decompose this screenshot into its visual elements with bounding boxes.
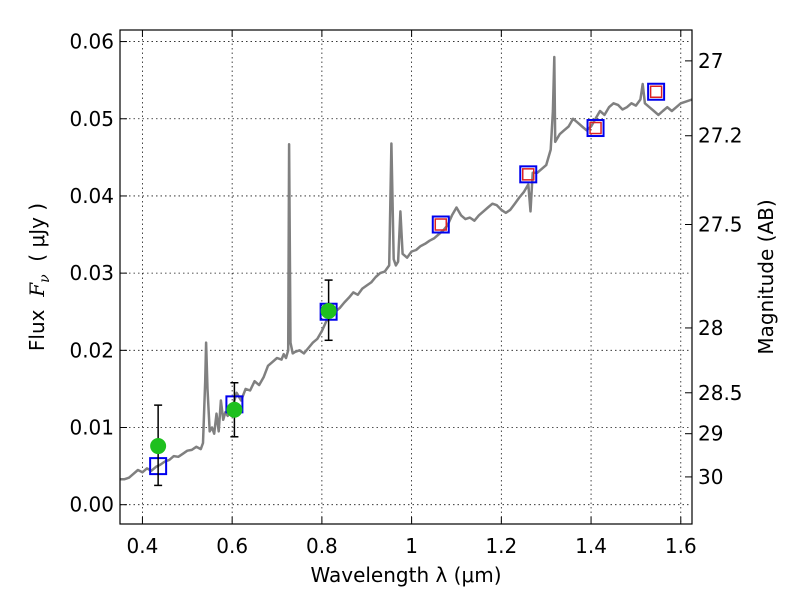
observed-point <box>226 401 243 418</box>
x-tick-label: 1.4 <box>575 534 607 558</box>
x-tick-label: 1.6 <box>665 534 697 558</box>
model-square <box>647 82 666 101</box>
data-points <box>149 82 666 487</box>
right-tick-label: 28.5 <box>698 381 743 405</box>
x-tick-label: 1 <box>405 534 418 558</box>
observed-point <box>320 302 337 319</box>
y-tick-label: 0.06 <box>69 30 114 54</box>
x-tick-label: 1.2 <box>485 534 517 558</box>
right-tick-label: 30 <box>698 465 723 489</box>
y-label-prefix: Flux <box>25 297 49 351</box>
model-square <box>519 165 538 184</box>
y-tick-label: 0.02 <box>69 338 114 362</box>
model-square <box>431 215 450 234</box>
y-axis-label: Flux Fν ( μJy ) <box>25 203 53 351</box>
x-tick-label: 0.4 <box>127 534 159 558</box>
y-label-suffix: ( μJy ) <box>25 203 49 275</box>
upper-limit-square <box>589 121 602 135</box>
y-label-subscript: ν <box>37 274 53 283</box>
y-tick-label: 0.01 <box>69 416 114 440</box>
grid-lines <box>120 30 692 524</box>
right-tick-label: 27 <box>698 49 723 73</box>
upper-limit-square <box>649 85 663 98</box>
y-label-symbol: F <box>25 282 49 298</box>
right-tick-label: 29 <box>698 422 723 446</box>
y-tick-label: 0.05 <box>69 107 114 131</box>
plot-frame <box>119 29 693 525</box>
series-layer <box>120 55 693 481</box>
model-square <box>586 119 605 138</box>
y-tick-label: 0.04 <box>69 184 114 208</box>
x-tick-label: 0.8 <box>306 534 338 558</box>
right-tick-label: 27.2 <box>698 124 743 148</box>
upper-limit-square <box>434 218 448 231</box>
right-axis-label: Magnitude (AB) <box>754 199 778 354</box>
axis-ticks: 0.4 0.6 0.8 1 1.2 1.4 1.6 0.00 0.01 0.02 0.03 0.04 0… <box>69 30 742 558</box>
y-tick-label: 0.03 <box>69 261 114 285</box>
x-axis-label: Wavelength λ (μm) <box>310 563 501 587</box>
spectrum-line <box>120 55 693 481</box>
right-tick-label: 27.5 <box>698 213 743 237</box>
observed-point <box>150 438 167 455</box>
upper-limit-square <box>522 168 535 181</box>
y-tick-label: 0.00 <box>69 493 114 517</box>
right-tick-label: 28 <box>698 316 723 340</box>
x-tick-label: 0.6 <box>216 534 248 558</box>
